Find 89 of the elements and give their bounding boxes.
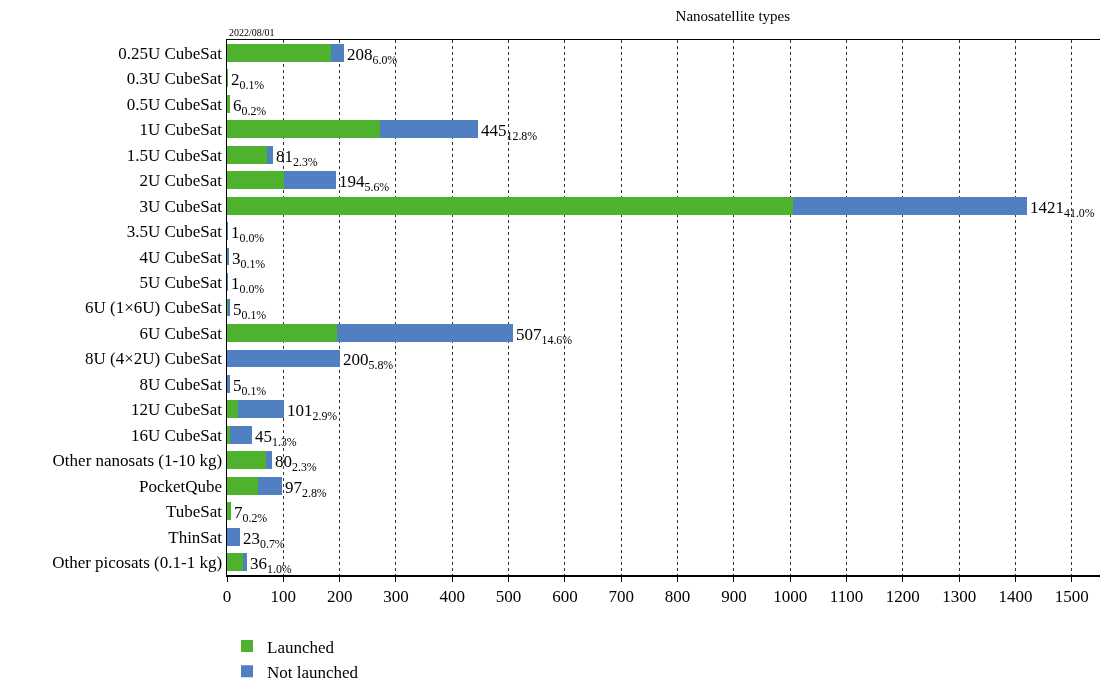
y-tick-label: 12U CubeSat xyxy=(130,400,223,420)
x-tick-label: 700 xyxy=(608,586,635,606)
bar xyxy=(227,349,340,368)
y-tick-label: PocketQube xyxy=(139,476,223,496)
bar xyxy=(227,451,266,470)
total-label: 7$_{0.2%}$ xyxy=(234,503,268,525)
x-tick-label: 0 xyxy=(222,586,232,606)
bar xyxy=(227,400,239,419)
y-tick-label: 1U CubeSat xyxy=(139,120,223,140)
legend-label: Launched xyxy=(267,637,335,657)
total-label: 97$_{2.8%}$ xyxy=(285,478,327,500)
x-tick-label: 900 xyxy=(721,586,747,606)
total-label: 81$_{2.3%}$ xyxy=(276,147,318,169)
y-tick-label: 5U CubeSat xyxy=(139,272,223,292)
bar xyxy=(257,476,282,495)
legend-label: Not launched xyxy=(267,662,359,682)
y-tick-label: 8U CubeSat xyxy=(139,374,223,394)
x-tick-label: 300 xyxy=(383,586,409,606)
y-tick-label: 8U (4×2U) CubeSat xyxy=(85,349,223,369)
total-label: 208$_{6.0%}$ xyxy=(347,45,398,67)
bar xyxy=(330,43,345,62)
bar xyxy=(227,145,267,164)
total-label: 507$_{14.6%}$ xyxy=(516,325,573,347)
bar xyxy=(227,196,794,215)
total-label: 36$_{1.0%}$ xyxy=(250,554,292,576)
bar xyxy=(238,400,284,419)
total-label: 6$_{0.2%}$ xyxy=(233,96,267,118)
total-label: 80$_{2.3%}$ xyxy=(275,452,317,474)
x-tick-label: 100 xyxy=(270,586,297,606)
bar xyxy=(336,324,513,342)
total-label: 5$_{0.1%}$ xyxy=(233,376,267,398)
x-tick-label: 1300 xyxy=(942,586,977,606)
bar xyxy=(227,324,337,342)
total-label: 194$_{5.6%}$ xyxy=(339,172,390,194)
total-label: 3$_{0.1%}$ xyxy=(232,249,266,271)
y-tick-label: 6U (1×6U) CubeSat xyxy=(85,298,223,318)
bar xyxy=(227,527,240,546)
x-tick-label: 1000 xyxy=(773,586,808,606)
x-tick-label: 1100 xyxy=(829,586,864,606)
total-label: 1$_{0.0%}$ xyxy=(231,223,265,245)
bar xyxy=(227,94,231,113)
x-tick-label: 200 xyxy=(326,586,353,606)
y-tick-label: 4U CubeSat xyxy=(139,247,223,267)
y-tick-label: Other picosats (0.1-1 kg) xyxy=(52,553,223,573)
bar xyxy=(227,476,258,495)
total-label: 445$_{12.8%}$ xyxy=(481,121,538,143)
y-tick-label: 2U CubeSat xyxy=(139,171,223,191)
total-label: 1421$_{41.0%}$ xyxy=(1030,198,1095,220)
bar xyxy=(229,425,253,444)
total-label: 101$_{2.9%}$ xyxy=(287,401,338,423)
x-tick-label: 600 xyxy=(552,586,578,606)
x-tick-label: 1200 xyxy=(885,586,920,606)
y-tick-label: TubeSat xyxy=(166,502,223,522)
y-tick-label: 3U CubeSat xyxy=(139,196,223,216)
y-tick-label: Other nanosats (1-10 kg) xyxy=(52,451,223,471)
x-tick-label: 800 xyxy=(664,586,691,606)
bar xyxy=(227,375,230,393)
total-label: 1$_{0.0%}$ xyxy=(231,274,265,296)
bar xyxy=(227,171,284,190)
bar xyxy=(283,171,337,190)
x-tick-label: 1500 xyxy=(1054,586,1089,606)
bar xyxy=(793,196,1028,215)
bar xyxy=(227,502,231,521)
y-tick-label: 0.25U CubeSat xyxy=(118,43,223,63)
y-tick-label: 3.5U CubeSat xyxy=(126,222,223,242)
bar xyxy=(266,145,273,164)
x-tick-label: 400 xyxy=(439,586,466,606)
text: 2022/08/01 xyxy=(229,27,275,38)
y-tick-label: 6U CubeSat xyxy=(139,323,223,343)
bar xyxy=(243,553,248,572)
bar xyxy=(265,451,273,470)
bar xyxy=(227,553,244,572)
y-tick-label: 0.3U CubeSat xyxy=(126,69,223,89)
chart-title: Nanosatellite types xyxy=(675,7,791,24)
bar xyxy=(227,425,230,444)
y-tick-label: 0.5U CubeSat xyxy=(126,94,223,114)
total-label: 200$_{5.8%}$ xyxy=(343,350,394,372)
bar xyxy=(380,120,478,139)
total-label: 5$_{0.1%}$ xyxy=(233,300,267,322)
bar xyxy=(227,43,331,62)
y-tick-label: 16U CubeSat xyxy=(130,425,223,445)
total-label: 2$_{0.1%}$ xyxy=(231,70,265,92)
bar xyxy=(227,120,381,139)
total-label: 45$_{1.3%}$ xyxy=(255,427,297,449)
total-label: 23$_{0.7%}$ xyxy=(243,529,285,551)
y-tick-label: 1.5U CubeSat xyxy=(126,145,223,165)
x-tick-label: 1400 xyxy=(998,586,1033,606)
x-tick-label: 500 xyxy=(495,586,522,606)
y-tick-label: ThinSat xyxy=(168,527,223,547)
